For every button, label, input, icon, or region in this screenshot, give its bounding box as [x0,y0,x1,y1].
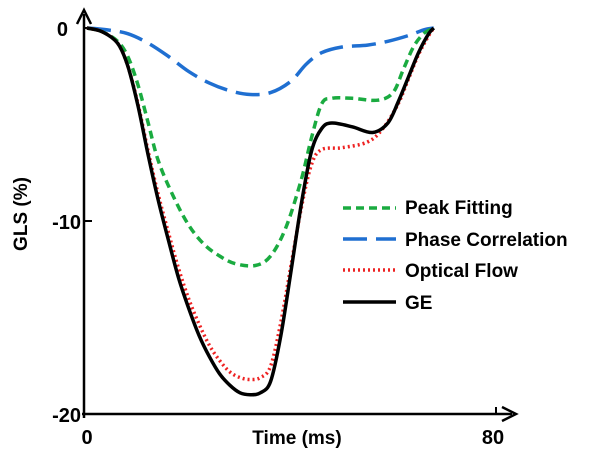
x-tick-label-80: 80 [482,427,504,449]
y-axis-arrow-icon [75,7,93,25]
series-line-peak-fitting [86,26,435,268]
series-line-optical-flow [86,26,436,382]
y-tick-label-0: 0 [57,19,68,41]
legend-label-peak-fitting: Peak Fitting [405,198,513,219]
y-tick-label-neg20: -20 [52,405,81,427]
series-line-ge [86,26,436,397]
legend-label-phase-correlation: Phase Correlation [405,230,568,251]
x-axis-arrow-icon [501,405,519,423]
y-tick-label-neg10: -10 [52,212,81,234]
series-group [86,26,436,397]
series-line-phase-correlation [86,26,435,97]
x-axis-title: Time (ms) [252,428,341,449]
x-tick-label-0: 0 [81,427,92,449]
legend: Peak Fitting Phase Correlation Optical F… [343,198,568,314]
y-axis-title: GLS (%) [11,177,32,251]
legend-label-ge: GE [405,293,432,314]
legend-label-optical-flow: Optical Flow [405,261,518,282]
